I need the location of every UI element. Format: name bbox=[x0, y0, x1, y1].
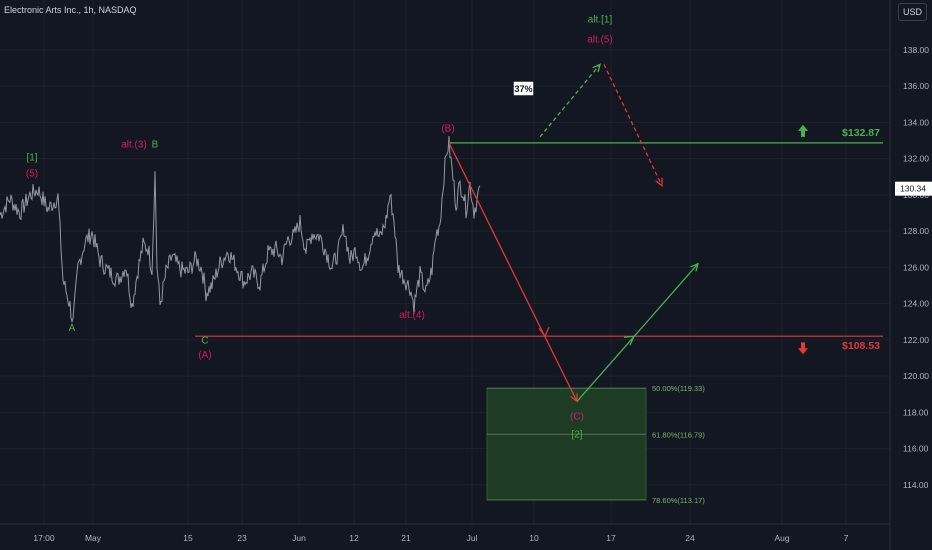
fib-level-label: 61.80%(116.79) bbox=[652, 430, 705, 439]
price-levels: $132.87 $108.53 bbox=[195, 124, 883, 355]
wave-label: A bbox=[69, 323, 76, 334]
wave-label: [2] bbox=[571, 430, 582, 441]
x-tick-label: 21 bbox=[401, 533, 411, 543]
x-tick-label: 17 bbox=[606, 533, 616, 543]
x-tick-label: 24 bbox=[685, 533, 695, 543]
wave-label: (B) bbox=[441, 123, 454, 134]
wave-label: alt.(4) bbox=[399, 310, 425, 321]
price-series bbox=[0, 135, 481, 324]
x-tick-label: 17:00 bbox=[33, 533, 55, 543]
wave-labels: [1] (5) alt.(3) B A C (A) alt.(4) (B) (C) [2] alt.[… bbox=[26, 15, 613, 441]
target-zone-rect bbox=[486, 387, 647, 501]
y-tick-label: 136.00 bbox=[903, 81, 929, 91]
wave-label: B bbox=[152, 140, 159, 151]
wave-label: [1] bbox=[26, 152, 37, 163]
x-tick-label: 23 bbox=[237, 533, 247, 543]
y-tick-label: 124.00 bbox=[903, 299, 929, 309]
level-label: $108.53 bbox=[842, 340, 880, 352]
wave-label: (5) bbox=[26, 169, 38, 180]
x-tick-label: Jun bbox=[292, 533, 306, 543]
wave-label: alt.(3) bbox=[121, 140, 147, 151]
arrowhead-icon bbox=[623, 335, 636, 346]
arrowhead-icon bbox=[592, 63, 601, 73]
y-tick-label: 128.00 bbox=[903, 226, 929, 236]
x-tick-label: 12 bbox=[349, 533, 359, 543]
y-tick-label: 138.00 bbox=[903, 45, 929, 55]
x-tick-label: 7 bbox=[844, 533, 849, 543]
wave-label: alt.[1] bbox=[588, 15, 613, 26]
y-tick-label: 134.00 bbox=[903, 117, 929, 127]
x-tick-label: 15 bbox=[183, 533, 193, 543]
currency-button[interactable]: USD bbox=[898, 3, 927, 21]
y-tick-label: 114.00 bbox=[903, 480, 929, 490]
price-axis[interactable]: 114.00 116.00 118.00 120.00 122.00 124.00 126.… bbox=[889, 0, 932, 550]
arrowhead-icon bbox=[655, 177, 663, 188]
y-tick-label: 116.00 bbox=[903, 444, 929, 454]
last-price-label: 130.34 bbox=[900, 184, 926, 194]
grid-lines bbox=[0, 0, 890, 524]
y-tick-label: 132.00 bbox=[903, 154, 929, 164]
projection-line bbox=[448, 142, 578, 402]
arrowhead-icon bbox=[538, 326, 550, 338]
y-tick-label: 120.00 bbox=[903, 371, 929, 381]
projection-line bbox=[603, 64, 663, 187]
time-axis[interactable]: 17:00 May 15 23 Jun 12 21 Jul 10 17 24 Aug 7 bbox=[0, 523, 890, 543]
percent-badge: 37% bbox=[512, 80, 535, 97]
x-tick-label: Jul bbox=[467, 533, 478, 543]
up-arrow-icon bbox=[798, 124, 808, 137]
x-tick-label: 10 bbox=[529, 533, 539, 543]
wave-label: (C) bbox=[570, 412, 584, 423]
chart-title: Electronic Arts Inc., 1h, NASDAQ bbox=[4, 5, 137, 15]
arrowhead-icon bbox=[690, 262, 699, 272]
target-zone: 50.00%(119.33) 61.80%(116.79) 78.60%(113.1… bbox=[486, 384, 705, 505]
price-line bbox=[0, 135, 481, 324]
down-arrow-icon bbox=[798, 342, 808, 355]
projection-line bbox=[539, 63, 601, 138]
projection-line bbox=[576, 263, 699, 402]
last-price-tag bbox=[895, 181, 932, 196]
y-tick-label: 122.00 bbox=[903, 335, 929, 345]
percent-badge-box bbox=[512, 80, 535, 97]
level-label: $132.87 bbox=[842, 127, 880, 139]
wave-projections bbox=[448, 63, 699, 403]
x-tick-label: Aug bbox=[774, 533, 789, 543]
fib-level-label: 78.60%(113.17) bbox=[652, 496, 705, 505]
wave-label: (A) bbox=[198, 350, 211, 361]
y-tick-label: 118.00 bbox=[903, 407, 929, 417]
x-tick-label: May bbox=[85, 533, 102, 543]
percent-badge-label: 37% bbox=[514, 84, 532, 94]
wave-label: alt.(5) bbox=[587, 35, 613, 46]
y-tick-label: 126.00 bbox=[903, 262, 929, 272]
fib-level-label: 50.00%(119.33) bbox=[652, 384, 705, 393]
wave-label: C bbox=[201, 335, 208, 346]
